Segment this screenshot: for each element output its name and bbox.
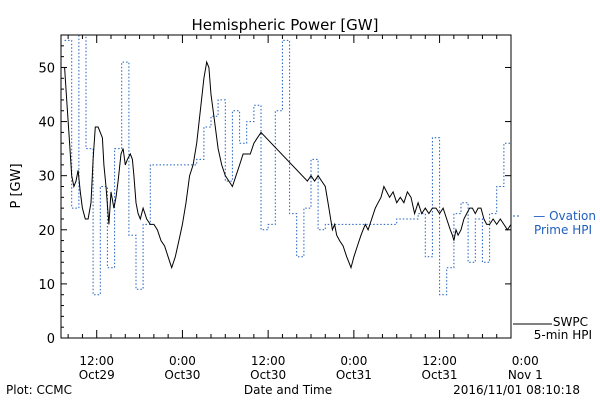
legend-swpc-label: 5-min HPI <box>534 328 592 342</box>
ovation-prime-series <box>64 34 511 296</box>
x-axis-label: Date and Time <box>244 383 332 397</box>
x-tick-label-time: 0:00 <box>512 354 539 368</box>
plot-timestamp: 2016/11/01 08:10:18 <box>453 383 580 397</box>
y-axis: 0 10 20 30 40 50 <box>38 45 511 347</box>
y-tick-label: 30 <box>38 170 55 185</box>
x-tick-label-time: 12:00 <box>251 354 286 368</box>
y-axis-label: P [GW] <box>9 163 24 208</box>
chart-title: Hemispheric Power [GW] <box>192 16 379 34</box>
x-tick-label-date: Oct30 <box>250 368 286 382</box>
legend: — Ovation Prime HPI SWPC 5-min HPI <box>513 209 596 342</box>
x-tick-label-date: Oct31 <box>422 368 458 382</box>
x-tick-label-time: 12:00 <box>422 354 457 368</box>
y-tick-label: 10 <box>38 278 55 293</box>
swpc-line <box>64 60 512 274</box>
legend-ovation-name: — Ovation <box>533 209 596 223</box>
x-axis: 12:00Oct290:00Oct3012:00Oct300:00Oct3112… <box>67 35 543 382</box>
legend-ovation-label: Prime HPI <box>534 223 592 237</box>
y-tick-label: 50 <box>38 61 55 76</box>
x-tick-label-time: 12:00 <box>79 354 114 368</box>
swpc-series <box>64 60 512 274</box>
x-tick-label-time: 0:00 <box>340 354 367 368</box>
x-tick-label-date: Oct29 <box>79 368 115 382</box>
x-tick-label-date: Nov 1 <box>508 368 543 382</box>
ovation-prime-line <box>64 34 511 296</box>
plot-credit: Plot: CCMC <box>6 383 72 397</box>
x-tick-label-date: Oct31 <box>336 368 372 382</box>
y-tick-label: 20 <box>38 224 55 239</box>
legend-swpc-name: SWPC <box>553 315 588 329</box>
x-tick-label-date: Oct30 <box>164 368 200 382</box>
y-tick-label: 40 <box>38 116 55 131</box>
x-tick-label-time: 0:00 <box>169 354 196 368</box>
y-tick-label: 0 <box>47 332 55 347</box>
